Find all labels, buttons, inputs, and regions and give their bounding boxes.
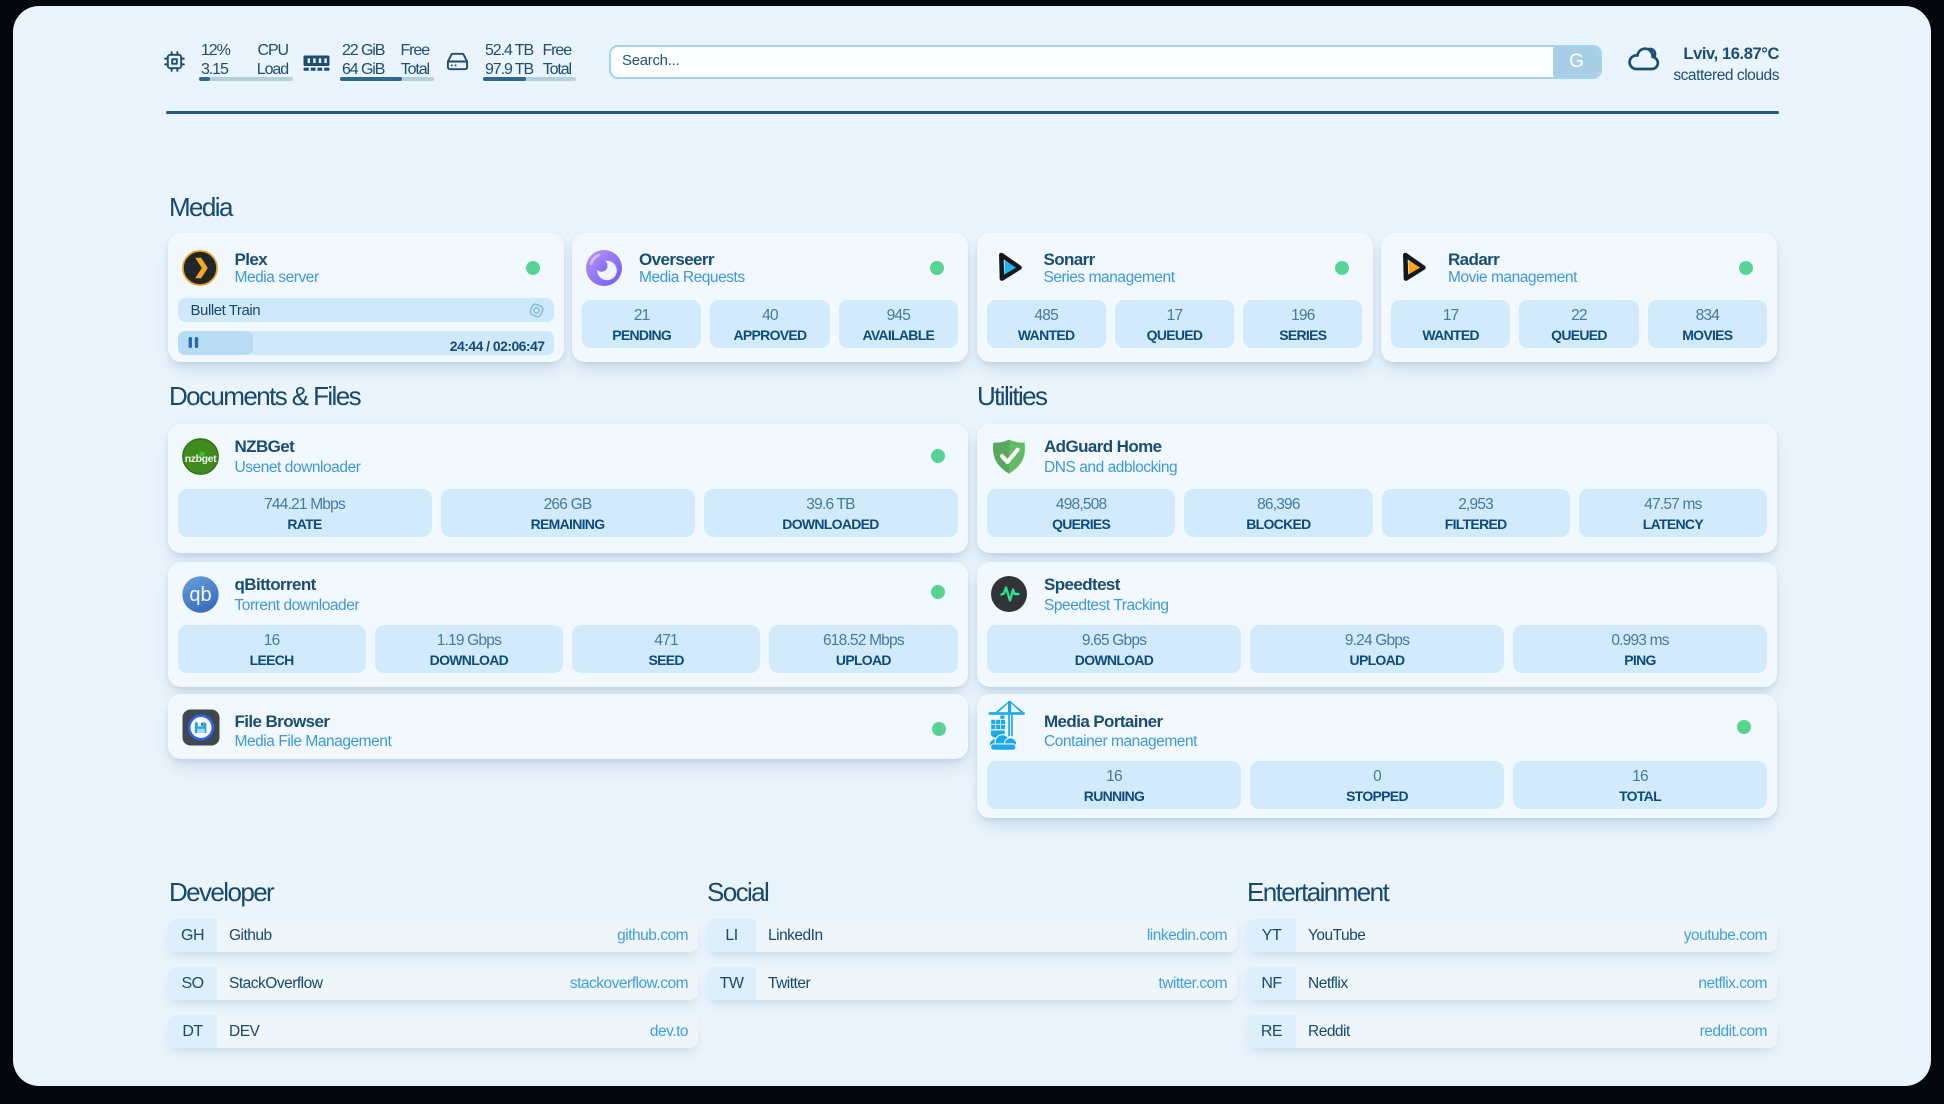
svg-text:qb: qb bbox=[189, 584, 211, 606]
svg-text:nzbget: nzbget bbox=[184, 453, 216, 465]
